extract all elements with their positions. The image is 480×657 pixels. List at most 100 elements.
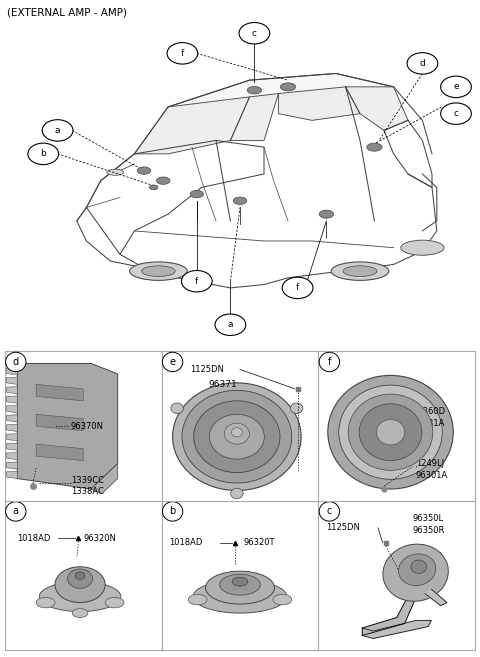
Circle shape: [441, 76, 471, 98]
Text: b: b: [169, 507, 176, 516]
Ellipse shape: [39, 581, 121, 612]
Polygon shape: [6, 368, 17, 375]
Circle shape: [6, 502, 26, 521]
Ellipse shape: [193, 580, 287, 613]
Ellipse shape: [149, 185, 158, 190]
Ellipse shape: [190, 191, 204, 198]
Polygon shape: [346, 87, 408, 130]
Text: 96320N: 96320N: [83, 534, 116, 543]
Circle shape: [319, 352, 339, 372]
Ellipse shape: [194, 401, 280, 472]
Text: c: c: [454, 109, 458, 118]
Text: f: f: [328, 357, 331, 367]
Ellipse shape: [156, 177, 170, 185]
Ellipse shape: [171, 403, 183, 413]
Polygon shape: [36, 384, 83, 401]
Text: c: c: [327, 507, 332, 516]
Circle shape: [407, 53, 438, 74]
Ellipse shape: [230, 488, 243, 499]
Text: b: b: [40, 149, 46, 158]
Ellipse shape: [107, 170, 124, 175]
Polygon shape: [36, 444, 83, 461]
Polygon shape: [6, 471, 17, 478]
Text: e: e: [453, 82, 459, 91]
Text: 1125DN: 1125DN: [326, 524, 360, 532]
Text: d: d: [420, 59, 425, 68]
Ellipse shape: [68, 569, 93, 589]
Ellipse shape: [247, 87, 262, 94]
Circle shape: [42, 120, 73, 141]
Polygon shape: [6, 462, 17, 469]
Text: 96301A: 96301A: [416, 471, 448, 480]
Circle shape: [162, 502, 183, 521]
Ellipse shape: [401, 240, 444, 255]
Polygon shape: [91, 464, 118, 493]
Ellipse shape: [137, 167, 151, 174]
Text: 1338AC: 1338AC: [71, 487, 104, 497]
Ellipse shape: [273, 595, 292, 605]
Polygon shape: [36, 415, 83, 431]
Polygon shape: [6, 434, 17, 441]
Circle shape: [215, 314, 246, 336]
Text: f: f: [296, 283, 299, 292]
Text: 1018AD: 1018AD: [17, 534, 51, 543]
Text: 96350L: 96350L: [412, 514, 444, 524]
Ellipse shape: [142, 266, 175, 277]
Ellipse shape: [348, 394, 433, 470]
Polygon shape: [425, 589, 447, 606]
Circle shape: [162, 352, 183, 372]
Circle shape: [167, 43, 198, 64]
Text: 1018AD: 1018AD: [169, 538, 203, 547]
Circle shape: [239, 22, 270, 44]
Ellipse shape: [328, 375, 453, 489]
Ellipse shape: [331, 262, 389, 281]
Ellipse shape: [376, 420, 405, 445]
Polygon shape: [6, 405, 17, 413]
Text: f: f: [181, 49, 184, 58]
Polygon shape: [6, 453, 17, 460]
Ellipse shape: [383, 544, 448, 601]
Polygon shape: [230, 93, 278, 141]
Ellipse shape: [359, 404, 422, 461]
Ellipse shape: [232, 578, 248, 586]
Polygon shape: [362, 594, 416, 635]
Ellipse shape: [411, 560, 427, 574]
Text: a: a: [228, 320, 233, 329]
Text: 96371: 96371: [209, 380, 238, 389]
Ellipse shape: [280, 83, 296, 91]
Ellipse shape: [398, 554, 436, 585]
Polygon shape: [362, 620, 432, 639]
Polygon shape: [6, 396, 17, 403]
Ellipse shape: [319, 210, 334, 218]
Polygon shape: [168, 74, 394, 107]
Text: 96320T: 96320T: [243, 538, 275, 547]
Ellipse shape: [339, 385, 442, 480]
Text: a: a: [55, 126, 60, 135]
Ellipse shape: [224, 423, 250, 444]
Text: c: c: [252, 29, 257, 37]
Ellipse shape: [367, 143, 382, 151]
Ellipse shape: [105, 597, 124, 608]
Text: 96331A: 96331A: [412, 419, 445, 428]
Polygon shape: [6, 424, 17, 432]
Polygon shape: [6, 415, 17, 422]
Circle shape: [28, 143, 59, 165]
Circle shape: [282, 277, 313, 299]
Text: e: e: [169, 357, 176, 367]
Ellipse shape: [220, 574, 260, 595]
Text: d: d: [12, 357, 19, 367]
Ellipse shape: [72, 608, 88, 618]
Ellipse shape: [205, 571, 275, 604]
Circle shape: [181, 271, 212, 292]
Text: 96360D: 96360D: [412, 407, 445, 416]
Ellipse shape: [343, 266, 377, 277]
Polygon shape: [17, 363, 118, 489]
Text: a: a: [13, 507, 19, 516]
Ellipse shape: [55, 567, 105, 602]
Text: 1339CC: 1339CC: [71, 476, 104, 484]
Ellipse shape: [182, 390, 292, 483]
Polygon shape: [6, 443, 17, 450]
Circle shape: [6, 352, 26, 372]
Text: 1249LJ: 1249LJ: [416, 459, 444, 468]
Text: 96350R: 96350R: [412, 526, 445, 535]
